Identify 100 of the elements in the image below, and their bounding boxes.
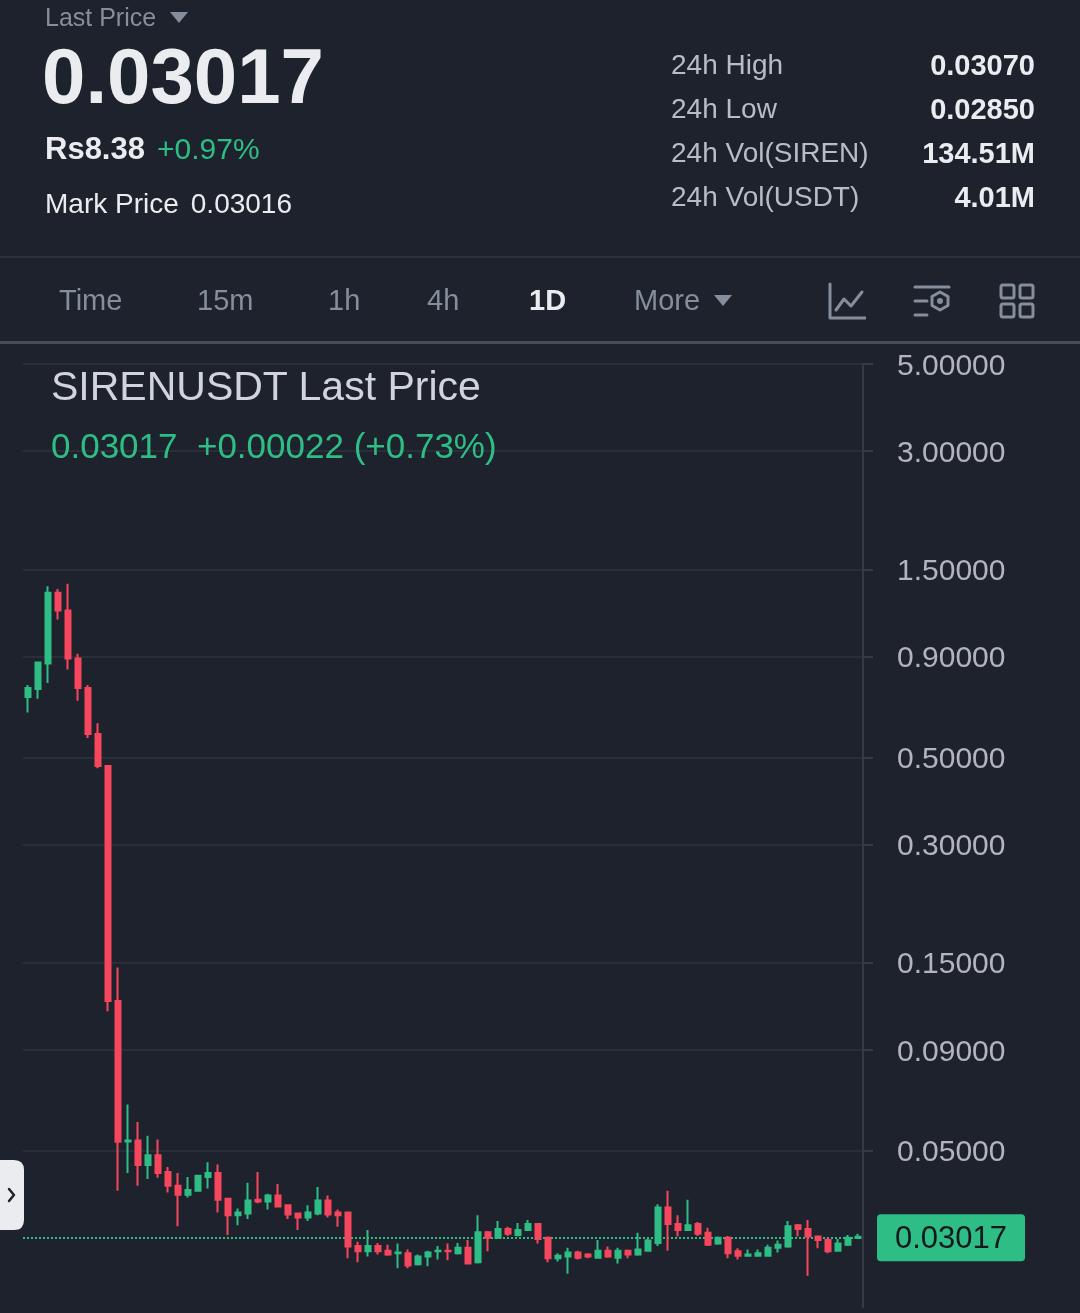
text: 0.03017 +0.00022 (+0.73%) [51, 426, 497, 465]
candlestick [154, 1138, 162, 1179]
text: 0.03017 [42, 32, 324, 122]
candlestick [374, 1241, 382, 1256]
candlestick [334, 1208, 342, 1228]
candlestick [684, 1198, 692, 1233]
text: 134.51M [922, 136, 1035, 171]
candlestick [854, 1232, 862, 1240]
ref-line-label: 0.03017 [895, 1220, 1008, 1256]
chart-title: SIRENUSDT Last Price [51, 362, 481, 409]
candlestick [674, 1214, 682, 1238]
candlestick [184, 1176, 192, 1199]
candlestick [74, 652, 82, 702]
y-tick-label: 3.00000 [897, 434, 1006, 468]
candlestick [754, 1248, 762, 1258]
candlestick [664, 1189, 672, 1252]
candlestick [364, 1228, 372, 1258]
text: Rs8.38 [45, 130, 145, 168]
candlestick [584, 1252, 592, 1260]
candlestick [564, 1246, 572, 1275]
candlestick [304, 1204, 312, 1222]
candlestick [824, 1236, 832, 1255]
candlestick [804, 1218, 812, 1277]
candlestick [274, 1182, 282, 1209]
candlestick [34, 660, 42, 700]
candlestick [434, 1244, 442, 1261]
text: +0.97% [156, 131, 260, 167]
candlestick [164, 1165, 172, 1194]
candlestick [384, 1243, 392, 1257]
candlestick [344, 1210, 352, 1260]
candlestick [614, 1246, 622, 1265]
y-tick-label: 5.00000 [897, 347, 1006, 381]
candlestick [234, 1207, 242, 1227]
candlestick [324, 1194, 332, 1219]
candlestick [424, 1249, 432, 1268]
candlestick [594, 1239, 602, 1260]
candlestick [264, 1192, 272, 1211]
y-tick-label: 0.05000 [897, 1134, 1006, 1168]
text: Last Price [45, 2, 157, 32]
candlestick [54, 587, 62, 621]
text: 24h Vol(SIREN) [671, 136, 869, 170]
candlestick [244, 1181, 252, 1220]
text: 24h Low [671, 92, 777, 126]
candlestick [134, 1120, 142, 1187]
text: 24h Vol(USDT) [671, 180, 860, 214]
candlestick [214, 1163, 222, 1214]
candlestick [124, 1103, 132, 1175]
candlestick [174, 1172, 182, 1228]
candlestick [544, 1235, 552, 1264]
text: 4.01M [954, 180, 1035, 215]
text: More [634, 283, 701, 318]
text: 4h [427, 283, 460, 318]
candlestick [524, 1218, 532, 1233]
candlestick [724, 1235, 732, 1260]
text: 1D [529, 283, 567, 318]
candlestick [444, 1242, 452, 1262]
candlestick [624, 1248, 632, 1260]
candlestick [194, 1174, 202, 1193]
y-tick-label: 1.50000 [897, 553, 1006, 587]
text: 15m [197, 283, 254, 318]
candlestick [834, 1237, 842, 1253]
candlestick [114, 966, 122, 1192]
candlestick [704, 1226, 712, 1247]
candlestick [204, 1161, 212, 1190]
candlestick [24, 684, 32, 714]
candlestick [354, 1240, 362, 1264]
candlestick [484, 1230, 492, 1253]
candlestick [404, 1248, 412, 1270]
candlestick [794, 1223, 802, 1238]
text: Time [59, 283, 123, 318]
candlestick [734, 1247, 742, 1261]
candlestick [44, 585, 52, 685]
candlestick [94, 722, 102, 770]
candlestick [534, 1222, 542, 1245]
text: 24h High [671, 48, 784, 82]
candlestick [64, 582, 72, 671]
y-tick-label: 0.50000 [897, 740, 1006, 774]
y-tick-label: 0.09000 [897, 1033, 1006, 1067]
candlestick [604, 1245, 612, 1259]
text: 1h [328, 283, 361, 318]
candlestick [394, 1242, 402, 1270]
text: 0.03016 [190, 187, 293, 221]
candlestick [84, 684, 92, 739]
candlestick [744, 1248, 752, 1258]
candlestick [284, 1203, 292, 1220]
candlestick [814, 1235, 822, 1250]
candlestick [104, 763, 112, 1013]
text: 0.03070 [930, 48, 1035, 83]
candlestick [574, 1249, 582, 1261]
candlestick [454, 1241, 462, 1256]
text: Mark Price [45, 187, 179, 221]
y-tick-label: 0.15000 [897, 946, 1006, 980]
candlestick [294, 1211, 302, 1231]
y-tick-label: 0.30000 [897, 828, 1006, 861]
candlestick [554, 1252, 562, 1263]
text: 0.02850 [930, 92, 1035, 127]
candlestick [774, 1239, 782, 1254]
candlestick [694, 1220, 702, 1238]
candlestick [504, 1225, 512, 1238]
candlestick [764, 1243, 772, 1258]
